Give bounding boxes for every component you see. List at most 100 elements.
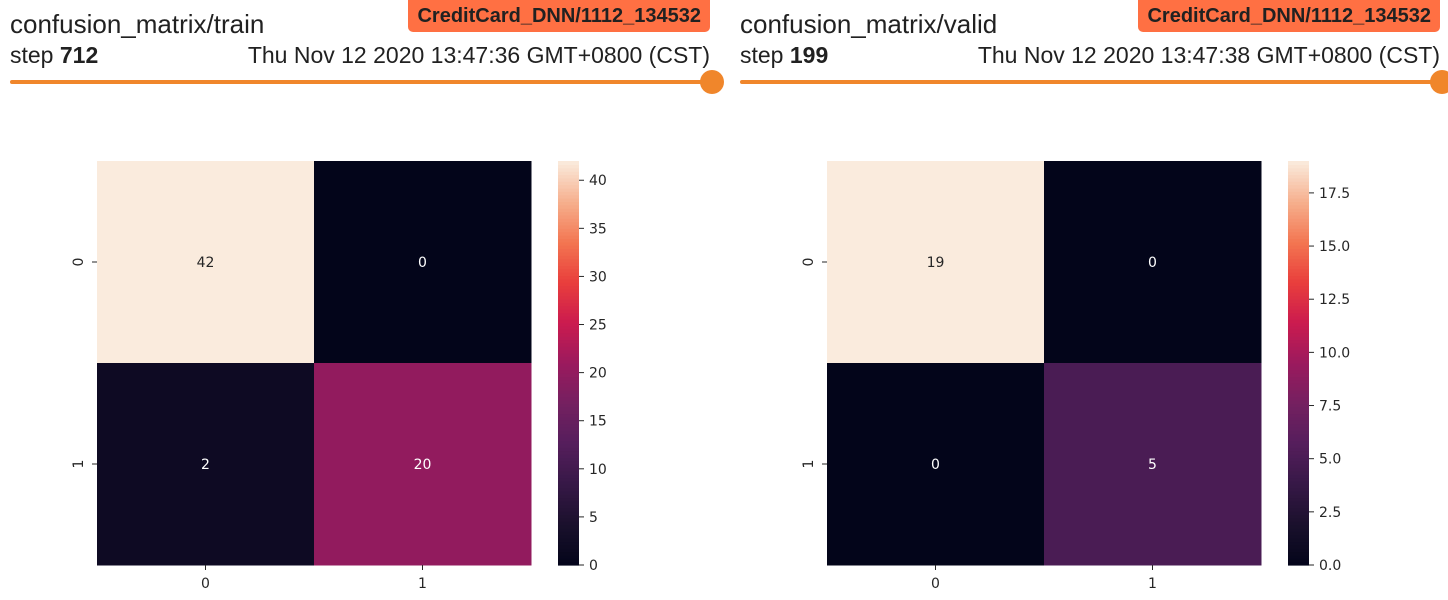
colorbar-segment [1288, 235, 1309, 240]
colorbar-segment [1288, 453, 1309, 458]
colorbar-segment [1288, 538, 1309, 543]
colorbar-segment [1288, 369, 1309, 374]
colorbar-segment [1288, 393, 1309, 398]
colorbar-segment [558, 309, 579, 314]
colorbar-segment [1288, 470, 1309, 475]
colorbar-segment [558, 497, 579, 502]
colorbar-segment [1288, 413, 1309, 418]
colorbar-segment [1288, 480, 1309, 485]
colorbar-segment [558, 245, 579, 250]
colorbar-segment [558, 517, 579, 522]
colorbar-segment [1288, 521, 1309, 526]
colorbar-segment [1288, 514, 1309, 519]
colorbar-segment [558, 268, 579, 273]
colorbar-segment [1288, 187, 1309, 192]
step-slider-track[interactable] [740, 80, 1442, 84]
colorbar-segment [1288, 400, 1309, 404]
colorbar-tick-label: 20 [589, 366, 607, 382]
colorbar-segment [1288, 319, 1309, 324]
colorbar-segment [558, 346, 579, 351]
y-tick-label: 0 [801, 258, 817, 267]
colorbar-segment [1288, 285, 1309, 290]
x-tick-label: 0 [201, 576, 210, 592]
colorbar-segment [1288, 507, 1309, 512]
colorbar-segment [558, 521, 579, 526]
colorbar-segment [558, 416, 579, 421]
step-slider-thumb[interactable] [700, 70, 724, 94]
step-indicator: step 712 [10, 41, 98, 69]
colorbar-segment [1288, 312, 1309, 317]
colorbar-segment [1288, 305, 1309, 310]
colorbar-segment [1288, 416, 1309, 421]
colorbar-segment [558, 470, 579, 475]
colorbar-segment [1288, 541, 1309, 546]
colorbar-segment [1288, 238, 1309, 243]
colorbar-segment [558, 292, 579, 297]
colorbar-segment [558, 440, 579, 445]
colorbar-segment [558, 258, 579, 263]
step-label: step [740, 42, 784, 68]
colorbar-segment [558, 514, 579, 519]
colorbar-segment [1288, 359, 1309, 364]
step-slider-track[interactable] [10, 80, 712, 84]
colorbar-segment [558, 349, 579, 354]
colorbar-segment [558, 433, 579, 438]
heatmap-cell [314, 161, 532, 364]
colorbar-segment [1288, 282, 1309, 287]
colorbar-segment [1288, 275, 1309, 280]
colorbar-tick-label: 7.5 [1319, 399, 1341, 415]
colorbar-segment [558, 511, 579, 516]
colorbar-segment [1288, 167, 1309, 172]
colorbar-segment [558, 164, 579, 169]
step-slider-thumb[interactable] [1430, 70, 1448, 94]
colorbar-segment [1288, 464, 1309, 468]
colorbar-segment [1288, 248, 1309, 253]
colorbar-segment [558, 420, 579, 425]
colorbar-segment [1288, 194, 1309, 199]
colorbar-segment [1288, 437, 1309, 442]
cell-value-label: 19 [927, 255, 945, 271]
colorbar-segment [558, 194, 579, 199]
colorbar-segment [558, 366, 579, 371]
colorbar-segment [1288, 322, 1309, 327]
colorbar-segment [558, 238, 579, 243]
colorbar-segment [558, 527, 579, 532]
colorbar-segment [558, 443, 579, 448]
colorbar-segment [1288, 487, 1309, 492]
colorbar-segment [1288, 288, 1309, 293]
x-tick-label: 1 [418, 576, 427, 592]
colorbar-segment [558, 447, 579, 452]
x-tick-label: 0 [931, 576, 940, 592]
colorbar-segment [558, 228, 579, 233]
colorbar-segment [558, 322, 579, 327]
colorbar-segment [558, 248, 579, 253]
colorbar-segment [1288, 346, 1309, 351]
colorbar-segment [558, 558, 579, 563]
colorbar-segment [1288, 171, 1309, 176]
colorbar-segment [1288, 339, 1309, 344]
heatmap-cell [97, 363, 315, 566]
colorbar-segment [558, 312, 579, 317]
colorbar-segment [558, 426, 579, 431]
colorbar-segment [558, 235, 579, 240]
colorbar-segment [558, 305, 579, 310]
colorbar-segment [1288, 366, 1309, 371]
colorbar-segment [558, 356, 579, 361]
colorbar-segment [1288, 363, 1309, 367]
colorbar-segment [558, 187, 579, 192]
colorbar-segment [1288, 302, 1309, 307]
colorbar-segment [558, 376, 579, 381]
colorbar-segment [1288, 221, 1309, 226]
colorbar-tick-label: 2.5 [1319, 505, 1341, 521]
colorbar-segment [1288, 558, 1309, 563]
colorbar-segment [558, 490, 579, 495]
colorbar-segment [1288, 208, 1309, 213]
colorbar-segment [558, 299, 579, 303]
cell-value-label: 0 [931, 457, 940, 473]
colorbar-segment [1288, 389, 1309, 394]
cell-value-label: 20 [414, 457, 432, 473]
colorbar-segment [1288, 410, 1309, 415]
heatmap-cell [1044, 161, 1262, 364]
